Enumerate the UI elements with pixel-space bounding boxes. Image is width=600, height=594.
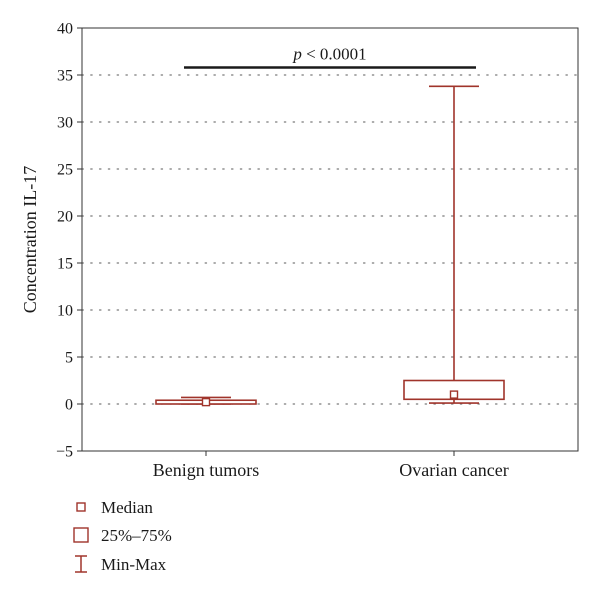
median-marker — [201, 397, 211, 407]
y-tick-label: 25 — [57, 162, 73, 179]
y-tick-label: 40 — [57, 21, 73, 38]
gridlines — [81, 74, 579, 405]
p-value: < 0.0001 — [302, 44, 367, 63]
legend-item: 25%–75% — [73, 526, 172, 545]
y-tick-label: 35 — [57, 68, 73, 85]
legend-item: Min-Max — [75, 555, 167, 574]
legend-label: 25%–75% — [101, 526, 172, 545]
iqr-box — [403, 379, 505, 401]
box-square-icon — [73, 527, 89, 543]
p-symbol: p — [292, 44, 302, 63]
box-benign-tumors — [155, 396, 257, 407]
legend: Median 25%–75% Min-Max — [73, 498, 172, 574]
y-tick-label: 20 — [57, 209, 73, 226]
category-label: Ovarian cancer — [399, 460, 508, 480]
y-tick-label: −5 — [56, 444, 73, 461]
legend-label: Min-Max — [101, 555, 167, 574]
y-tick-label: 10 — [57, 303, 73, 320]
small-square-icon — [76, 502, 86, 512]
y-tick-label: 30 — [57, 115, 73, 132]
plot-frame — [81, 27, 579, 452]
p-value-label: p < 0.0001 — [292, 44, 366, 63]
legend-label: Median — [101, 498, 153, 517]
whisker-icon — [75, 555, 87, 573]
y-axis-title: Concentration IL-17 — [20, 166, 40, 313]
category-labels: Benign tumors Ovarian cancer — [153, 460, 509, 480]
y-axis-ticks: −5 0 5 10 15 20 25 30 35 40 — [56, 21, 455, 461]
legend-median-square — [76, 502, 86, 512]
y-tick-label: 15 — [57, 256, 73, 273]
legend-item: Median — [76, 498, 153, 517]
legend-box-square — [73, 527, 89, 543]
y-tick-label: 0 — [65, 397, 73, 414]
category-label: Benign tumors — [153, 460, 260, 480]
y-tick-label: 5 — [65, 350, 73, 367]
box-ovarian-cancer — [403, 85, 505, 404]
significance-annotation: p < 0.0001 — [184, 44, 476, 69]
box-series — [155, 85, 505, 407]
median-marker — [449, 390, 459, 399]
